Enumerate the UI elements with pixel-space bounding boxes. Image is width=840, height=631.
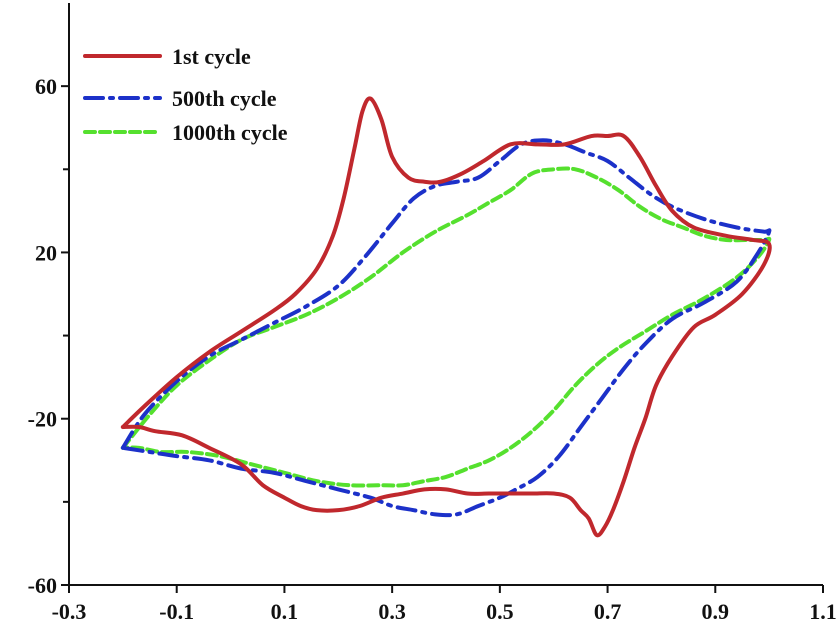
legend-label: 500th cycle [172, 86, 277, 111]
x-tick-label: 0.3 [378, 599, 406, 624]
y-tick-label: 60 [35, 74, 57, 99]
y-tick-label: -60 [28, 573, 57, 598]
series-line-2 [120, 138, 772, 518]
series-line-1 [120, 96, 772, 538]
x-tick-label: 0.5 [486, 599, 514, 624]
x-tick-label: -0.1 [159, 599, 194, 624]
x-tick-label: 0.9 [702, 599, 730, 624]
x-axis-ticks: -0.3 -0.1 0.1 0.3 0.5 0.7 0.9 1.1 [52, 585, 837, 624]
y-tick-label: -20 [28, 407, 57, 432]
legend: 1st cycle 500th cycle 1000th cycle [83, 44, 288, 145]
y-tick-label: 20 [35, 240, 57, 265]
x-tick-label: -0.3 [52, 599, 87, 624]
series-layer [120, 96, 772, 538]
x-tick-label: 1.1 [809, 599, 837, 624]
plot-area [68, 3, 823, 586]
x-tick-label: 0.1 [271, 599, 299, 624]
y-axis-ticks: -60 -20 20 60 [28, 74, 69, 598]
legend-label: 1st cycle [172, 44, 251, 69]
legend-label: 1000th cycle [172, 120, 288, 145]
x-tick-label: 0.7 [594, 599, 622, 624]
series-line-3 [120, 166, 772, 488]
